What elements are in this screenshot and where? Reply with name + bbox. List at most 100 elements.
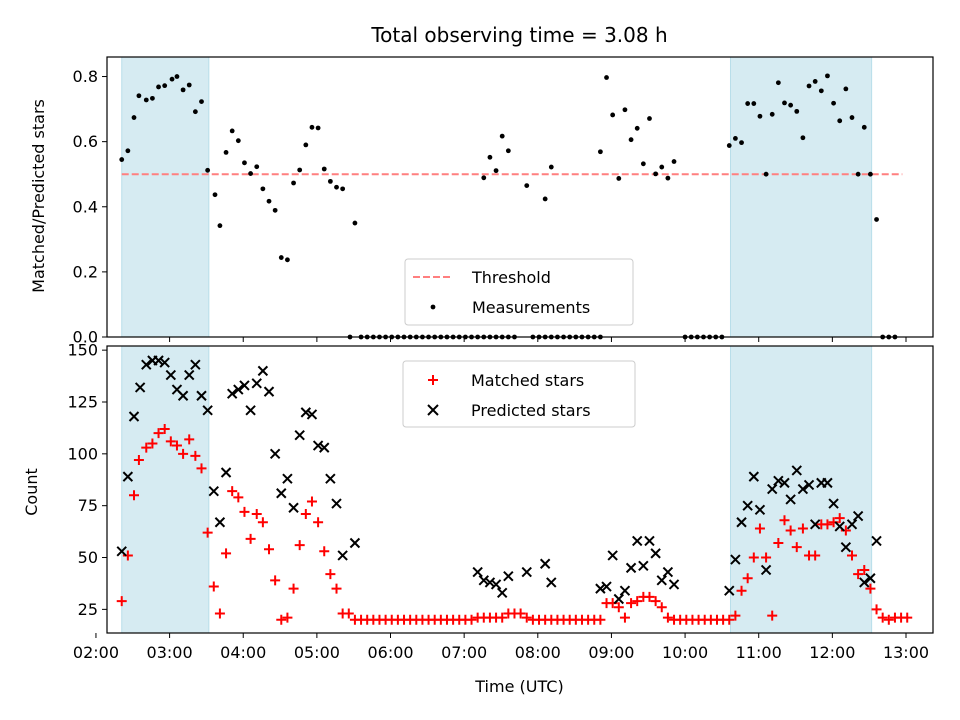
- predicted-star-point: [245, 405, 256, 416]
- predicted-star-point: [773, 475, 784, 486]
- measurement-point: [861, 124, 867, 130]
- bottom-x-tick-label: 04:00: [220, 643, 266, 662]
- measurement-point: [266, 198, 272, 204]
- measurement-point: [340, 186, 346, 192]
- predicted-star-point: [521, 566, 532, 578]
- measurement-point: [235, 138, 241, 144]
- matched-star-point: [221, 548, 232, 559]
- measurement-point: [874, 217, 879, 222]
- measurement-point: [327, 178, 333, 184]
- measurement-point: [217, 223, 223, 229]
- top-y-tick-label: 0.8: [73, 67, 98, 86]
- matched-star-point: [214, 608, 225, 619]
- predicted-star-point: [632, 535, 643, 547]
- predicted-star-point: [846, 519, 858, 530]
- predicted-star-point: [276, 488, 287, 499]
- matched-star-point: [834, 513, 845, 524]
- matched-star-point: [116, 596, 127, 607]
- matched-star-point: [853, 569, 864, 580]
- matched-star-point: [797, 523, 808, 534]
- measurement-point: [334, 184, 339, 190]
- measurement-point: [499, 133, 505, 139]
- matched-star-point: [656, 602, 667, 613]
- predicted-star-point: [840, 541, 852, 553]
- predicted-star-point: [165, 369, 177, 381]
- measurement-point: [352, 220, 358, 226]
- predicted-star-point: [871, 535, 882, 547]
- predicted-star-point: [312, 440, 324, 451]
- measurement-point: [199, 99, 204, 105]
- matched-star-point: [270, 575, 281, 586]
- measurement-point: [751, 101, 757, 106]
- predicted-star-point: [472, 566, 483, 578]
- measurement-point: [212, 192, 218, 198]
- matched-star-point: [178, 448, 189, 459]
- measurement-point: [254, 164, 260, 170]
- measurement-point: [597, 149, 603, 155]
- predicted-star-point: [128, 411, 140, 422]
- predicted-star-point: [159, 357, 170, 368]
- bottom-x-tick-label: 02:00: [73, 643, 119, 662]
- bottom-y-tick-label: 150: [67, 341, 98, 360]
- matched-star-point: [239, 506, 250, 517]
- legend-box: [402, 360, 636, 428]
- measurement-point: [297, 167, 303, 173]
- predicted-star-point: [134, 382, 146, 393]
- predicted-star-point: [767, 483, 778, 495]
- predicted-star-point: [779, 477, 790, 489]
- predicted-star-point: [300, 407, 312, 418]
- predicted-star-point: [754, 504, 766, 516]
- matched-star-point: [227, 486, 238, 497]
- predicted-star-point: [601, 581, 612, 592]
- bottom-series-predicted-stars: [116, 355, 882, 605]
- measurement-point: [634, 125, 640, 131]
- predicted-star-point: [349, 537, 361, 549]
- measurement-point: [156, 84, 161, 90]
- legend-box: [404, 258, 634, 326]
- bottom-x-tick-label: 07:00: [441, 643, 487, 662]
- measurement-point: [186, 82, 192, 88]
- measurement-point: [726, 143, 732, 148]
- top-y-tick-label: 0.6: [73, 132, 98, 151]
- bottom-y-tick-label: 75: [78, 496, 98, 515]
- matched-star-point: [306, 496, 317, 507]
- predicted-star-point: [803, 479, 815, 491]
- bottom-y-tick-label: 100: [67, 444, 98, 463]
- measurement-point: [248, 171, 253, 176]
- measurement-point: [125, 148, 131, 154]
- bottom-x-tick-label: 03:00: [147, 643, 193, 662]
- matched-star-point: [208, 581, 219, 592]
- matched-star-point: [264, 544, 275, 555]
- predicted-star-point: [619, 585, 631, 596]
- matched-star-point: [724, 614, 735, 625]
- matched-star-point: [822, 519, 833, 530]
- matched-star-point: [319, 546, 330, 557]
- measurement-point: [763, 171, 769, 177]
- matched-star-point: [779, 515, 790, 526]
- measurement-point: [843, 86, 849, 92]
- predicted-star-point: [153, 355, 164, 366]
- measurement-point: [542, 196, 548, 202]
- matched-star-point: [742, 573, 753, 584]
- top-y-tick-label: 0.4: [73, 197, 98, 216]
- measurement-point: [481, 175, 487, 181]
- top-shaded-interval-2: [729, 56, 873, 338]
- matched-star-point: [767, 610, 778, 621]
- matched-star-point: [521, 612, 532, 623]
- predicted-star-point: [785, 494, 796, 505]
- legend-measurements-label: Measurements: [472, 298, 590, 317]
- measurement-point: [665, 175, 671, 181]
- bottom-shaded-interval-1: [121, 345, 210, 634]
- predicted-star-point: [625, 562, 637, 574]
- predicted-star-point: [760, 564, 772, 576]
- bottom-x-tick-label: 05:00: [294, 643, 340, 662]
- predicted-star-point: [288, 502, 299, 513]
- top-axes-frame: [106, 56, 934, 338]
- matched-star-point: [325, 569, 336, 580]
- predicted-star-point: [202, 405, 213, 416]
- measurement-point: [868, 171, 873, 177]
- predicted-star-point: [306, 409, 318, 420]
- measurement-point: [800, 135, 806, 141]
- predicted-star-point: [257, 365, 269, 377]
